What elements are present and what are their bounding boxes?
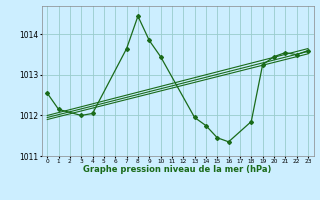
X-axis label: Graphe pression niveau de la mer (hPa): Graphe pression niveau de la mer (hPa) — [84, 165, 272, 174]
